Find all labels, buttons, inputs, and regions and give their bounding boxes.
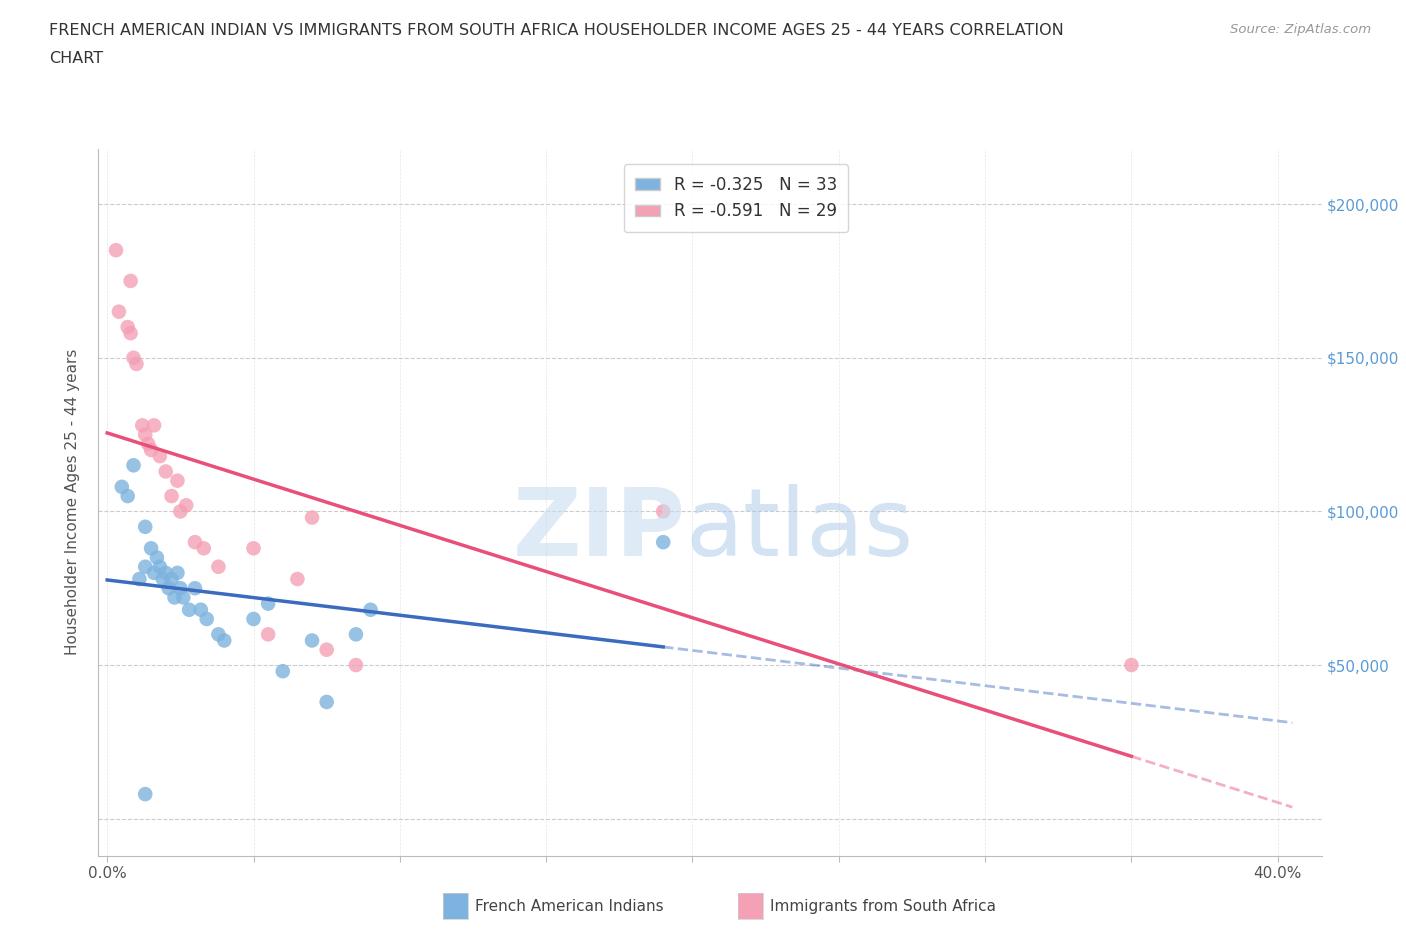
Point	[139, 443, 162, 458]
Point	[108, 304, 131, 319]
Point	[169, 581, 191, 596]
Point	[120, 326, 142, 340]
Point	[157, 581, 180, 596]
Point	[271, 664, 294, 679]
Point	[146, 550, 169, 565]
Point	[128, 572, 150, 587]
Text: French American Indians: French American Indians	[475, 899, 664, 914]
Point	[166, 565, 188, 580]
Point	[131, 418, 153, 432]
Point	[149, 448, 172, 463]
Text: CHART: CHART	[49, 51, 103, 66]
Point	[143, 565, 166, 580]
Point	[134, 787, 156, 802]
Point	[174, 498, 197, 512]
Point	[172, 590, 194, 604]
Point	[160, 488, 183, 503]
Point	[149, 559, 172, 574]
Point	[257, 627, 280, 642]
Point	[184, 535, 207, 550]
Point	[652, 504, 675, 519]
Point	[152, 572, 174, 587]
Point	[117, 320, 139, 335]
Point	[315, 643, 337, 658]
Y-axis label: Householder Income Ages 25 - 44 years: Householder Income Ages 25 - 44 years	[65, 349, 80, 656]
Point	[207, 627, 229, 642]
Point	[212, 633, 235, 648]
Point	[166, 473, 188, 488]
Point	[155, 464, 177, 479]
Point	[117, 488, 139, 503]
Point	[207, 559, 229, 574]
Text: Immigrants from South Africa: Immigrants from South Africa	[770, 899, 997, 914]
Point	[652, 535, 675, 550]
Point	[242, 612, 264, 627]
Point	[122, 458, 145, 472]
Point	[122, 351, 145, 365]
Point	[155, 565, 177, 580]
Point	[190, 603, 212, 618]
Point	[344, 658, 367, 672]
Point	[143, 418, 166, 432]
Point	[287, 572, 309, 587]
Point	[360, 603, 382, 618]
Point	[301, 633, 323, 648]
Point	[134, 519, 156, 534]
Point	[242, 541, 264, 556]
Point	[257, 596, 280, 611]
Point	[111, 479, 134, 494]
Text: FRENCH AMERICAN INDIAN VS IMMIGRANTS FROM SOUTH AFRICA HOUSEHOLDER INCOME AGES 2: FRENCH AMERICAN INDIAN VS IMMIGRANTS FRO…	[49, 23, 1064, 38]
Point	[120, 273, 142, 288]
Point	[179, 603, 201, 618]
Text: ZIP: ZIP	[513, 485, 686, 577]
Point	[1121, 658, 1143, 672]
Point	[301, 511, 323, 525]
Point	[125, 356, 148, 371]
Point	[315, 695, 337, 710]
Point	[160, 572, 183, 587]
Point	[104, 243, 127, 258]
Point	[195, 612, 218, 627]
Text: Source: ZipAtlas.com: Source: ZipAtlas.com	[1230, 23, 1371, 36]
Legend: R = -0.325   N = 33, R = -0.591   N = 29: R = -0.325 N = 33, R = -0.591 N = 29	[624, 165, 848, 232]
Point	[169, 504, 191, 519]
Text: atlas: atlas	[686, 485, 914, 577]
Point	[163, 590, 186, 604]
Point	[184, 581, 207, 596]
Point	[134, 559, 156, 574]
Point	[193, 541, 215, 556]
Point	[134, 427, 156, 442]
Point	[139, 541, 162, 556]
Point	[136, 436, 159, 451]
Point	[344, 627, 367, 642]
